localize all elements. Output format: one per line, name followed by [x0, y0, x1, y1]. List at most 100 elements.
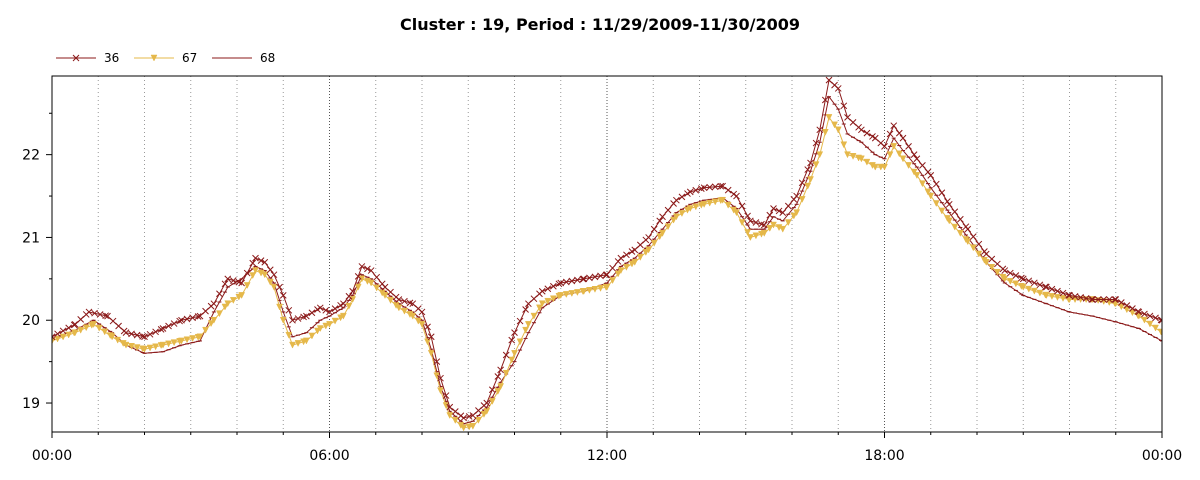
data-point [579, 275, 587, 283]
data-point [109, 317, 117, 325]
data-point [437, 387, 444, 395]
data-point [1088, 296, 1096, 303]
data-point [261, 258, 269, 266]
data-point [834, 126, 842, 134]
data-point [700, 201, 708, 208]
data-point [451, 408, 459, 415]
data-point [562, 291, 570, 298]
data-point [183, 336, 191, 344]
axes: 00:00 06:00 12:00 18:00 00:00 19 20 21 22 [22, 75, 1182, 464]
data-point [686, 188, 694, 196]
y-tick-label: 20 [22, 313, 40, 329]
data-point [890, 122, 898, 130]
y-tick-label: 22 [22, 148, 40, 164]
data-point [381, 292, 389, 299]
data-point [1141, 310, 1148, 318]
data-point [331, 305, 339, 312]
data-point [733, 209, 740, 217]
data-point [243, 282, 251, 290]
data-point [308, 332, 316, 340]
data-point [229, 297, 237, 304]
data-point [1012, 280, 1020, 288]
data-point [779, 209, 787, 216]
data-point [1030, 279, 1038, 287]
data-point [409, 312, 417, 320]
data-point [224, 300, 232, 308]
data-point [766, 211, 774, 219]
data-point [465, 423, 473, 431]
data-point [1123, 302, 1131, 309]
data-point [194, 313, 202, 320]
legend-marker [150, 54, 158, 62]
data-point [816, 151, 824, 159]
data-point [279, 292, 287, 299]
data-point [793, 192, 800, 200]
data-point [522, 326, 530, 334]
data-point [919, 180, 926, 188]
data-point [114, 336, 122, 344]
data-point [1158, 329, 1162, 337]
data-point [719, 182, 726, 190]
grid [97, 76, 1117, 432]
data-point [812, 161, 820, 169]
data-point [951, 208, 959, 216]
data-point [524, 321, 532, 328]
data-point [469, 412, 477, 419]
data-point [210, 316, 218, 324]
data-point [446, 403, 454, 411]
data-point [424, 338, 431, 346]
data-point [104, 312, 111, 320]
data-point [932, 200, 940, 208]
data-point [1030, 287, 1038, 295]
data-point [747, 217, 754, 225]
data-point [905, 143, 912, 150]
data-point [367, 267, 375, 274]
data-point [670, 216, 678, 224]
data-point [170, 320, 178, 327]
data-point [568, 277, 576, 285]
data-point [460, 414, 467, 422]
data-point [609, 277, 616, 285]
data-point [133, 344, 141, 352]
data-point [331, 317, 339, 325]
data-point [59, 327, 67, 335]
data-point [414, 317, 422, 325]
data-point [252, 254, 259, 262]
data-point [969, 233, 977, 240]
data-point [261, 271, 269, 279]
data-point [779, 225, 787, 233]
data-point [538, 300, 546, 308]
data-point [692, 203, 700, 211]
data-point [216, 310, 223, 318]
x-tick-label: 00:00 [32, 448, 72, 464]
data-point [326, 308, 333, 316]
data-point [711, 198, 719, 206]
data-point [784, 202, 792, 210]
data-point [586, 287, 593, 294]
data-point [821, 96, 829, 104]
data-point [1129, 305, 1136, 312]
data-point [706, 199, 714, 207]
data-point [858, 126, 865, 134]
data-point [849, 153, 857, 160]
data-point [609, 264, 616, 272]
data-point [733, 192, 740, 200]
data-point [849, 119, 857, 126]
data-point [603, 283, 611, 291]
data-point [1141, 316, 1148, 324]
data-point [969, 244, 977, 252]
data-point [982, 250, 990, 258]
data-point [1152, 324, 1159, 332]
data-point [170, 339, 178, 347]
data-point [202, 326, 209, 334]
data-point [744, 229, 752, 237]
data-point [557, 279, 565, 287]
legend-label: 68 [260, 51, 275, 65]
data-point [719, 196, 727, 204]
data-point [899, 134, 907, 142]
data-point [502, 369, 510, 377]
data-point [1036, 281, 1044, 289]
data-point [924, 188, 932, 196]
data-point [285, 306, 293, 314]
data-point [427, 350, 435, 357]
